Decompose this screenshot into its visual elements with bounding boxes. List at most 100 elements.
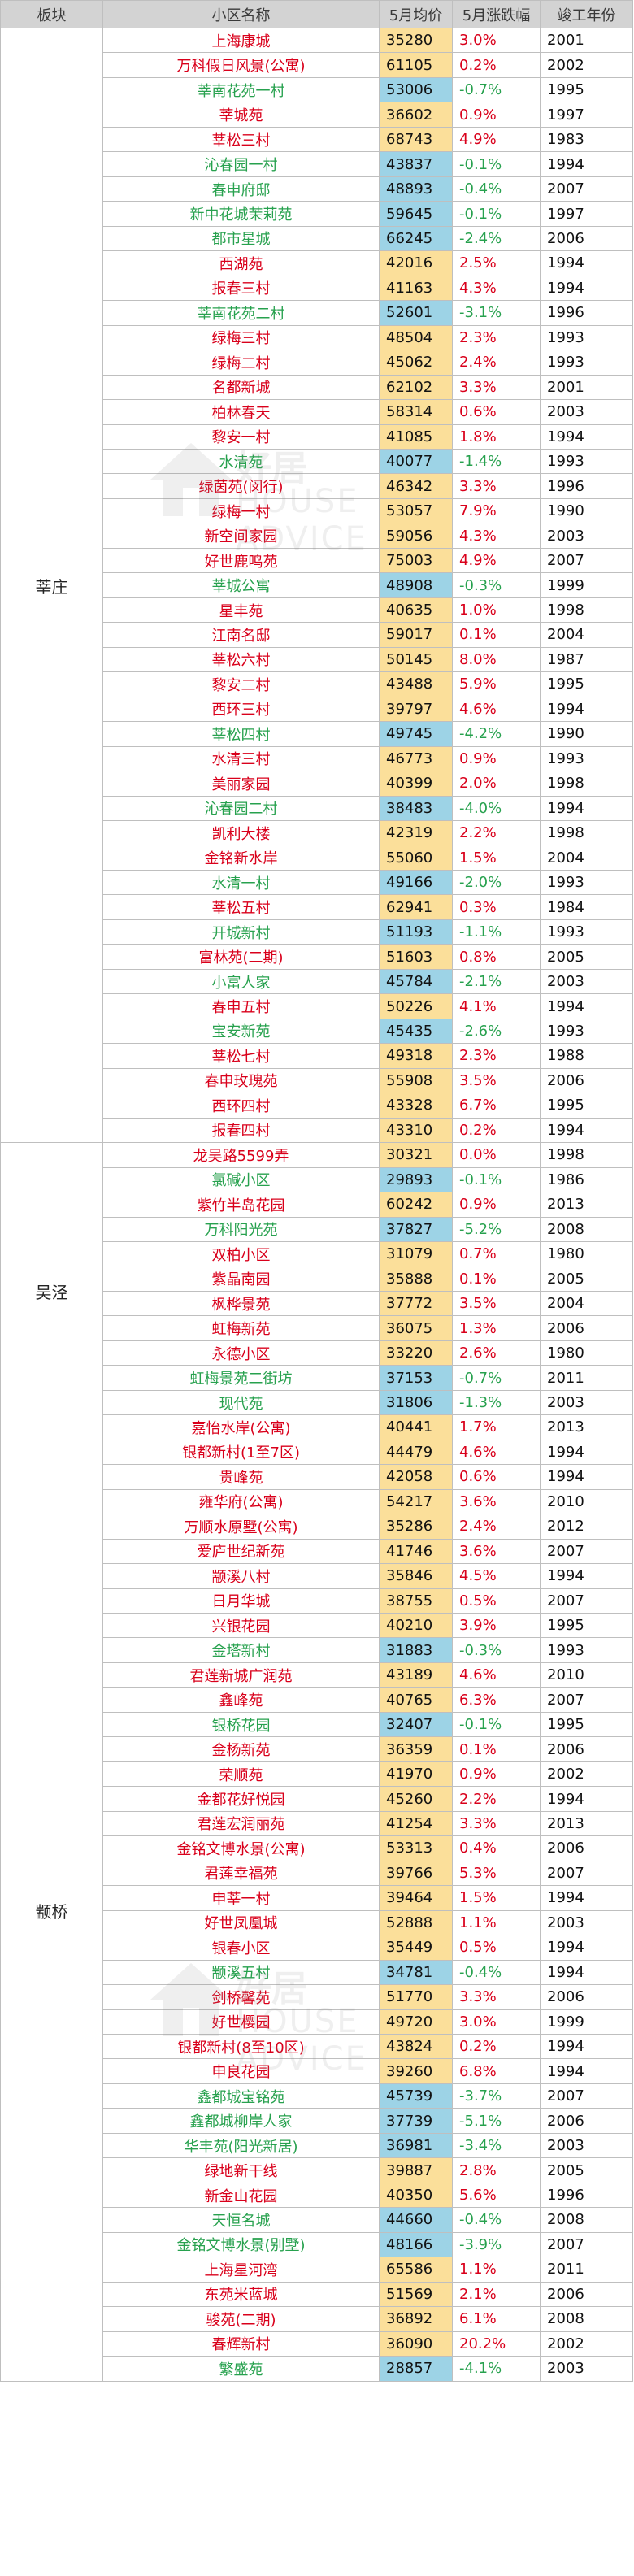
table-row: 银都新村(8至10区) 43824 0.2% 1994 (1, 2033, 633, 2060)
community-name: 水清苑 (102, 448, 380, 475)
table-row: 沁春园二村 38483 -4.0% 1994 (1, 795, 633, 822)
completion-year: 1995 (540, 1093, 633, 1119)
avg-price: 50145 (379, 646, 453, 673)
completion-year: 1994 (540, 1959, 633, 1986)
community-name: 兴银花园 (102, 1612, 380, 1639)
price-change: 0.6% (452, 1464, 541, 1490)
table-row: 黎安一村 41085 1.8% 1994 (1, 424, 633, 450)
avg-price: 44660 (379, 2207, 453, 2233)
community-name: 双柏小区 (102, 1240, 380, 1267)
price-change: 4.3% (452, 275, 541, 302)
price-change: 3.6% (452, 1488, 541, 1515)
price-change: 2.4% (452, 350, 541, 376)
community-name: 莘松四村 (102, 721, 380, 747)
price-change: 1.8% (452, 424, 541, 450)
completion-year: 1994 (540, 1935, 633, 1961)
community-name: 金杨新苑 (102, 1736, 380, 1762)
avg-price: 40210 (379, 1612, 453, 1639)
table-row: 绿梅二村 45062 2.4% 1993 (1, 350, 633, 376)
avg-price: 36602 (379, 102, 453, 128)
price-change: 0.3% (452, 894, 541, 920)
community-name: 新金山花园 (102, 2182, 380, 2209)
completion-year: 1998 (540, 819, 633, 846)
avg-price: 45739 (379, 2083, 453, 2109)
completion-year: 2003 (540, 2132, 633, 2159)
price-change: 2.3% (452, 1043, 541, 1069)
price-change: 3.3% (452, 1810, 541, 1837)
price-change: -0.3% (452, 572, 541, 598)
price-change: -5.1% (452, 2108, 541, 2134)
price-change: -0.4% (452, 1959, 541, 1986)
price-change: 0.5% (452, 1935, 541, 1961)
avg-price: 62102 (379, 374, 453, 401)
completion-year: 1994 (540, 2058, 633, 2084)
table-row: 报春四村 43310 0.2% 1994 (1, 1117, 633, 1144)
table-row: 爱庐世纪新苑 41746 3.6% 2007 (1, 1538, 633, 1565)
price-change: -3.4% (452, 2132, 541, 2159)
community-name: 新中花城茉莉苑 (102, 201, 380, 227)
community-name: 江南名邸 (102, 622, 380, 648)
table-row: 紫竹半岛花园 60242 0.9% 2013 (1, 1192, 633, 1218)
completion-year: 1994 (540, 1464, 633, 1490)
avg-price: 59017 (379, 622, 453, 648)
avg-price: 35449 (379, 1935, 453, 1961)
price-change: 2.2% (452, 1786, 541, 1812)
community-name: 虹梅景苑二街坊 (102, 1365, 380, 1391)
completion-year: 1994 (540, 795, 633, 822)
avg-price: 45784 (379, 968, 453, 995)
price-change: 0.9% (452, 1192, 541, 1218)
avg-price: 54217 (379, 1488, 453, 1515)
completion-year: 1994 (540, 1563, 633, 1589)
table-row: 春辉新村 36090 20.2% 2002 (1, 2331, 633, 2357)
completion-year: 2004 (540, 845, 633, 871)
completion-year: 2013 (540, 1810, 633, 1837)
table-row: 君莲宏润丽苑 41254 3.3% 2013 (1, 1810, 633, 1837)
price-change: 0.7% (452, 1240, 541, 1267)
community-name: 嘉怡水岸(公寓) (102, 1414, 380, 1440)
board-cell: 吴泾 (0, 1142, 103, 1440)
community-name: 西环三村 (102, 696, 380, 723)
table-row: 绿茵苑(闵行) 46342 3.3% 1996 (1, 473, 633, 499)
table-row: 春申五村 50226 4.1% 1994 (1, 993, 633, 1019)
completion-year: 2001 (540, 374, 633, 401)
board-cell: 颛桥 (0, 1439, 103, 2382)
community-name: 绿梅一村 (102, 497, 380, 524)
community-name: 金塔新村 (102, 1637, 380, 1663)
community-name: 紫晶南园 (102, 1266, 380, 1292)
completion-year: 1993 (540, 919, 633, 945)
price-change: 4.5% (452, 1563, 541, 1589)
avg-price: 43488 (379, 671, 453, 697)
completion-year: 2005 (540, 944, 633, 970)
avg-price: 46773 (379, 745, 453, 772)
avg-price: 37739 (379, 2108, 453, 2134)
avg-price: 36090 (379, 2331, 453, 2357)
completion-year: 2007 (540, 547, 633, 574)
price-change: 4.1% (452, 993, 541, 1019)
community-name: 小富人家 (102, 968, 380, 995)
table-row: 凯利大楼 42319 2.2% 1998 (1, 819, 633, 846)
avg-price: 55060 (379, 845, 453, 871)
completion-year: 2002 (540, 1761, 633, 1788)
price-change: 6.8% (452, 2058, 541, 2084)
community-name: 柏林春天 (102, 399, 380, 425)
avg-price: 62941 (379, 894, 453, 920)
completion-year: 2006 (540, 1315, 633, 1341)
avg-price: 29893 (379, 1166, 453, 1193)
table-row: 虹梅景苑二街坊 37153 -0.7% 2011 (1, 1365, 633, 1391)
price-change: 1.5% (452, 1885, 541, 1911)
header-name: 小区名称 (102, 0, 380, 28)
community-name: 沁春园一村 (102, 151, 380, 177)
avg-price: 60242 (379, 1192, 453, 1218)
price-change: 4.6% (452, 1662, 541, 1688)
community-name: 鑫都城柳岸人家 (102, 2108, 380, 2134)
price-change: 3.3% (452, 473, 541, 499)
completion-year: 2006 (540, 1067, 633, 1094)
avg-price: 36892 (379, 2306, 453, 2332)
price-change: -2.1% (452, 968, 541, 995)
community-name: 沁春园二村 (102, 795, 380, 822)
table-row: 美丽家园 40399 2.0% 1998 (1, 771, 633, 797)
avg-price: 55908 (379, 1067, 453, 1094)
completion-year: 1993 (540, 350, 633, 376)
community-name: 华丰苑(阳光新居) (102, 2132, 380, 2159)
completion-year: 1996 (540, 2182, 633, 2209)
